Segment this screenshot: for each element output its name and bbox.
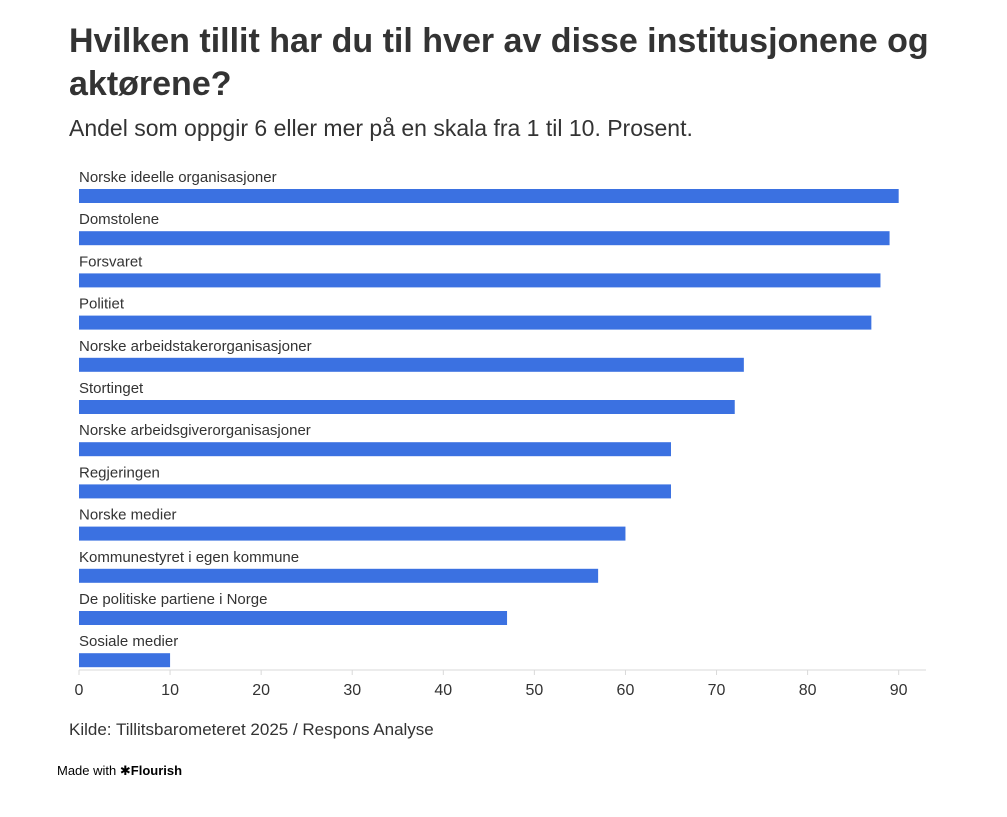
flourish-brand: Flourish: [130, 763, 183, 778]
bar-label: Kommunestyret i egen kommune: [79, 549, 299, 566]
bar-label: Norske arbeidstakerorganisasjoner: [79, 338, 312, 355]
x-tick-label: 50: [525, 682, 543, 699]
bar-label: Norske ideelle organisasjoner: [79, 169, 277, 186]
bar[interactable]: [79, 653, 171, 668]
asterisk-icon: ✱: [119, 763, 131, 778]
bar[interactable]: [79, 273, 881, 288]
bar-label: Regjeringen: [79, 464, 160, 481]
x-tick-label: 60: [617, 682, 635, 699]
bar[interactable]: [79, 231, 890, 246]
x-tick-label: 70: [708, 682, 726, 699]
bar[interactable]: [79, 526, 626, 541]
bar-label: Domstolene: [79, 211, 159, 228]
bar-label: Forsvaret: [79, 253, 143, 270]
bar-chart: Norske ideelle organisasjoner Domstolene F…: [75, 169, 926, 699]
bar[interactable]: [79, 189, 899, 203]
bar[interactable]: [79, 568, 599, 583]
x-tick-label: 80: [799, 682, 817, 699]
chart-title: Hvilken tillit har du til hver av disse …: [69, 22, 929, 103]
bar-label: Norske arbeidsgiverorganisasjoner: [79, 422, 311, 439]
bar-label: Stortinget: [79, 380, 144, 397]
x-tick-label: 40: [434, 682, 452, 699]
x-tick-label: 20: [252, 682, 270, 699]
made-with-text: Made with: [57, 763, 117, 778]
bar[interactable]: [79, 484, 671, 499]
bar[interactable]: [79, 400, 735, 414]
source-note: Kilde: Tillitsbarometeret 2025 / Respons…: [69, 720, 434, 739]
bar[interactable]: [79, 611, 508, 625]
made-with-flourish[interactable]: Made with ✱Flourish: [57, 763, 182, 779]
x-tick-label: 30: [343, 682, 361, 699]
bar-label: Norske medier: [79, 507, 177, 524]
bar[interactable]: [79, 315, 872, 330]
chart-subtitle: Andel som oppgir 6 eller mer på en skala…: [69, 115, 693, 141]
x-tick-label: 90: [890, 682, 908, 699]
bar-label: Sosiale medier: [79, 633, 178, 650]
bar[interactable]: [79, 357, 744, 372]
bar[interactable]: [79, 442, 671, 457]
x-tick-label: 10: [161, 682, 179, 699]
bar-label: De politiske partiene i Norge: [79, 591, 267, 608]
x-tick-label: 0: [75, 682, 84, 699]
bar-label: Politiet: [79, 296, 125, 313]
